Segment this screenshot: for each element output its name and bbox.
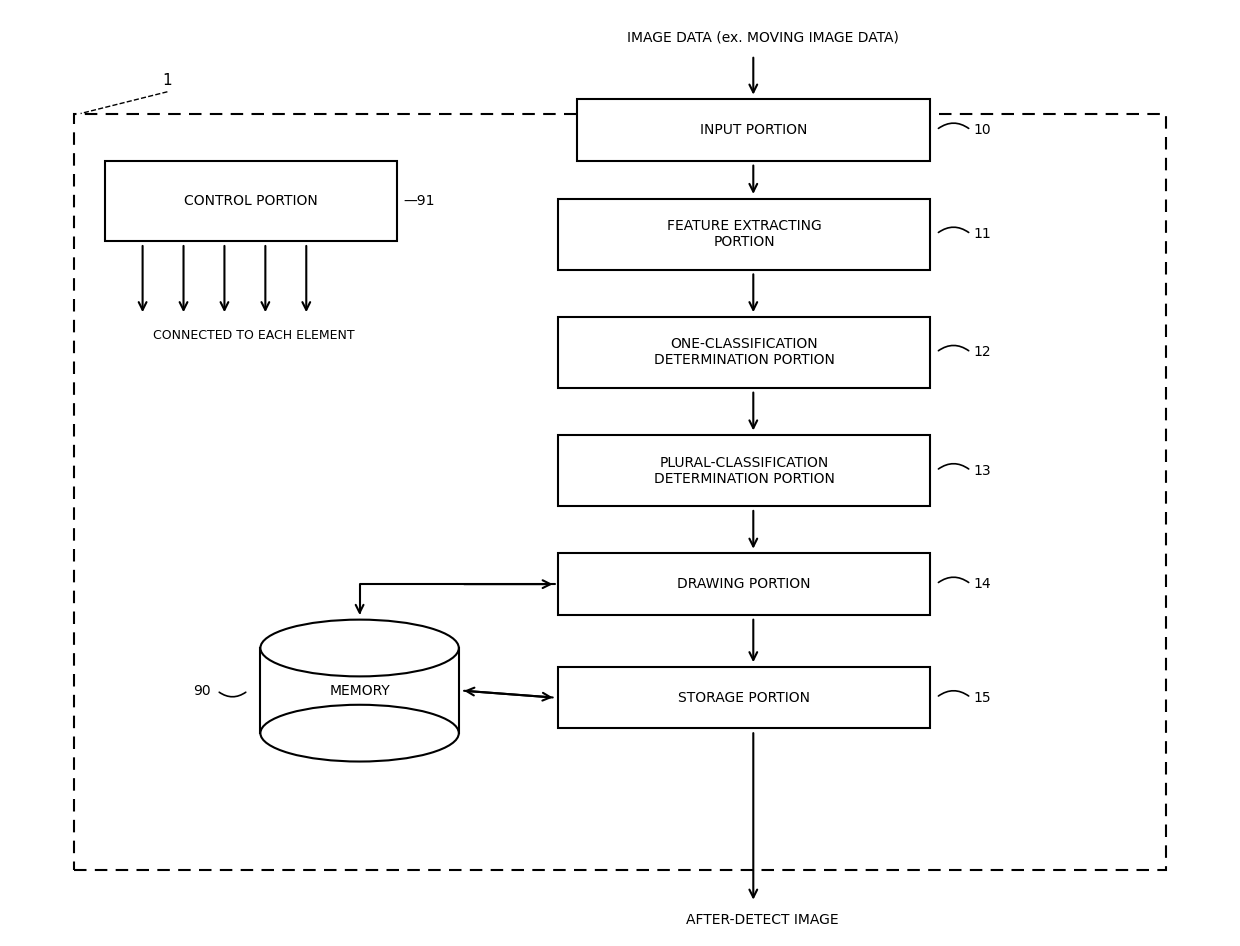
Text: ONE-CLASSIFICATION
DETERMINATION PORTION: ONE-CLASSIFICATION DETERMINATION PORTION <box>653 338 835 367</box>
Text: 12: 12 <box>973 345 991 359</box>
Text: IMAGE DATA (ex. MOVING IMAGE DATA): IMAGE DATA (ex. MOVING IMAGE DATA) <box>626 31 899 44</box>
FancyBboxPatch shape <box>558 553 930 615</box>
Bar <box>260 648 459 733</box>
Text: 1: 1 <box>162 73 172 88</box>
Text: 10: 10 <box>973 123 991 137</box>
Text: 15: 15 <box>973 691 991 705</box>
FancyBboxPatch shape <box>577 99 930 161</box>
Text: DRAWING PORTION: DRAWING PORTION <box>677 577 811 591</box>
Text: CONTROL PORTION: CONTROL PORTION <box>185 194 317 208</box>
Text: 11: 11 <box>973 227 991 241</box>
FancyBboxPatch shape <box>105 161 397 241</box>
Text: 13: 13 <box>973 464 991 478</box>
Text: 14: 14 <box>973 577 991 591</box>
Text: CONNECTED TO EACH ELEMENT: CONNECTED TO EACH ELEMENT <box>154 329 355 342</box>
FancyBboxPatch shape <box>558 317 930 388</box>
FancyBboxPatch shape <box>558 199 930 270</box>
Text: INPUT PORTION: INPUT PORTION <box>699 123 807 137</box>
Ellipse shape <box>260 705 459 762</box>
Ellipse shape <box>260 620 459 676</box>
FancyBboxPatch shape <box>558 435 930 506</box>
FancyBboxPatch shape <box>558 667 930 728</box>
Text: AFTER-DETECT IMAGE: AFTER-DETECT IMAGE <box>686 913 839 926</box>
Text: 90: 90 <box>193 684 211 697</box>
Text: MEMORY: MEMORY <box>330 684 389 697</box>
Text: —91: —91 <box>403 194 434 208</box>
Text: STORAGE PORTION: STORAGE PORTION <box>678 691 810 705</box>
Text: FEATURE EXTRACTING
PORTION: FEATURE EXTRACTING PORTION <box>667 219 821 249</box>
Text: PLURAL-CLASSIFICATION
DETERMINATION PORTION: PLURAL-CLASSIFICATION DETERMINATION PORT… <box>653 456 835 485</box>
